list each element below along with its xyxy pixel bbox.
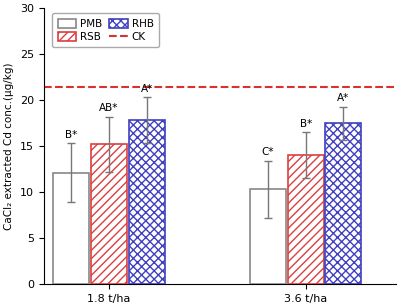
Text: A*: A* [141, 84, 153, 94]
Y-axis label: CaCl₂ extracted Cd conc.(µg/kg): CaCl₂ extracted Cd conc.(µg/kg) [4, 63, 14, 230]
Bar [250, 189, 286, 284]
Bar [91, 144, 127, 284]
Bar [54, 173, 90, 284]
Text: B*: B* [300, 119, 312, 129]
Bar [325, 123, 362, 284]
Text: AB*: AB* [100, 103, 119, 113]
Text: A*: A* [337, 93, 350, 103]
Bar [129, 120, 165, 284]
Bar [288, 155, 324, 284]
Text: B*: B* [65, 130, 78, 140]
Text: C*: C* [262, 147, 274, 157]
Legend: PMB, RSB, RHB, CK: PMB, RSB, RHB, CK [52, 13, 159, 47]
